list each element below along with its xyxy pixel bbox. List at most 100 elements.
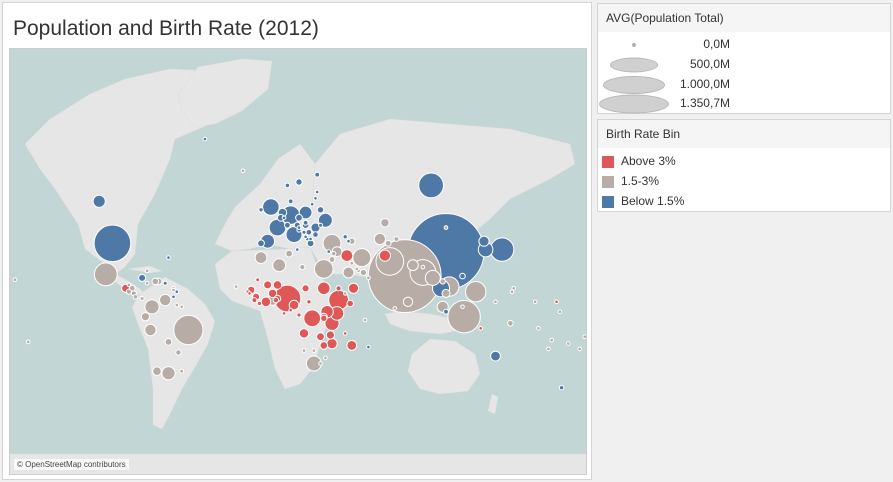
country-bubble[interactable]	[326, 337, 338, 350]
country-bubble[interactable]	[296, 312, 302, 318]
country-bubble[interactable]	[251, 297, 258, 304]
country-bubble[interactable]	[288, 307, 294, 313]
country-bubble[interactable]	[174, 302, 180, 308]
world-map[interactable]: © OpenStreetMap contributors	[9, 48, 587, 475]
country-bubble[interactable]	[299, 264, 306, 271]
country-bubble[interactable]	[493, 299, 498, 305]
country-bubble[interactable]	[317, 281, 331, 296]
country-bubble[interactable]	[465, 281, 487, 303]
country-bubble[interactable]	[316, 332, 325, 342]
country-bubble[interactable]	[171, 287, 176, 293]
country-bubble[interactable]	[554, 299, 559, 305]
country-bubble[interactable]	[179, 368, 185, 374]
country-bubble[interactable]	[354, 266, 360, 272]
country-bubble[interactable]	[298, 205, 313, 220]
country-bubble[interactable]	[366, 275, 371, 281]
country-bubble[interactable]	[459, 272, 466, 280]
country-bubble[interactable]	[319, 341, 329, 350]
country-bubble[interactable]	[536, 326, 541, 331]
country-bubble[interactable]	[549, 337, 555, 343]
country-bubble[interactable]	[443, 225, 449, 230]
country-bubble[interactable]	[366, 344, 371, 350]
country-bubble[interactable]	[257, 239, 265, 248]
country-bubble[interactable]	[301, 348, 307, 353]
country-bubble[interactable]	[418, 172, 445, 199]
country-bubble[interactable]	[285, 249, 294, 258]
country-bubble[interactable]	[12, 277, 18, 282]
country-bubble[interactable]	[558, 385, 565, 391]
country-bubble[interactable]	[144, 280, 150, 286]
country-bubble[interactable]	[309, 201, 315, 207]
country-bubble[interactable]	[295, 178, 303, 186]
country-bubble[interactable]	[284, 221, 291, 229]
country-bubble[interactable]	[93, 224, 132, 263]
country-bubble[interactable]	[268, 218, 287, 237]
country-bubble[interactable]	[301, 284, 310, 293]
country-bubble[interactable]	[335, 285, 342, 292]
country-bubble[interactable]	[303, 309, 322, 328]
country-bubble[interactable]	[313, 196, 318, 201]
country-bubble[interactable]	[384, 239, 392, 247]
country-bubble[interactable]	[272, 296, 280, 304]
country-bubble[interactable]	[349, 260, 355, 266]
country-bubble[interactable]	[138, 273, 147, 282]
country-bubble[interactable]	[296, 225, 302, 230]
country-bubble[interactable]	[443, 308, 449, 315]
country-bubble[interactable]	[132, 294, 139, 300]
country-bubble[interactable]	[312, 231, 319, 238]
country-bubble[interactable]	[447, 300, 481, 334]
country-bubble[interactable]	[441, 288, 451, 298]
country-bubble[interactable]	[362, 317, 368, 323]
country-bubble[interactable]	[340, 249, 354, 263]
country-bubble[interactable]	[314, 189, 320, 195]
country-bubble[interactable]	[532, 299, 538, 305]
country-bubble[interactable]	[318, 222, 323, 228]
country-bubble[interactable]	[342, 234, 348, 240]
country-bubble[interactable]	[342, 331, 348, 336]
country-bubble[interactable]	[557, 309, 563, 315]
country-bubble[interactable]	[460, 304, 465, 310]
country-bubble[interactable]	[126, 282, 132, 288]
country-bubble[interactable]	[325, 330, 335, 340]
country-bubble[interactable]	[161, 366, 176, 381]
country-bubble[interactable]	[507, 320, 514, 327]
country-bubble[interactable]	[284, 182, 291, 189]
country-bubble[interactable]	[202, 136, 208, 142]
country-bubble[interactable]	[314, 171, 321, 178]
country-bubble[interactable]	[328, 256, 336, 263]
country-bubble[interactable]	[375, 247, 405, 276]
country-bubble[interactable]	[342, 291, 348, 296]
country-bubble[interactable]	[281, 311, 287, 316]
country-bubble[interactable]	[347, 282, 360, 294]
country-bubble[interactable]	[509, 289, 515, 294]
country-bubble[interactable]	[151, 277, 160, 286]
country-bubble[interactable]	[272, 258, 287, 273]
country-bubble[interactable]	[352, 248, 372, 268]
country-bubble[interactable]	[439, 278, 446, 285]
country-bubble[interactable]	[346, 299, 355, 308]
country-bubble[interactable]	[378, 249, 391, 262]
country-bubble[interactable]	[306, 299, 312, 305]
country-bubble[interactable]	[93, 262, 118, 287]
country-bubble[interactable]	[260, 296, 272, 308]
country-bubble[interactable]	[179, 304, 184, 310]
country-bubble[interactable]	[308, 236, 313, 242]
country-bubble[interactable]	[256, 300, 262, 307]
country-bubble[interactable]	[302, 219, 309, 226]
country-bubble[interactable]	[298, 328, 310, 339]
country-bubble[interactable]	[295, 247, 300, 252]
country-bubble[interactable]	[171, 294, 176, 300]
country-bubble[interactable]	[255, 277, 261, 283]
country-bubble[interactable]	[144, 299, 160, 315]
country-bubble[interactable]	[305, 229, 313, 236]
country-bubble[interactable]	[247, 291, 252, 296]
country-bubble[interactable]	[311, 348, 317, 353]
country-bubble[interactable]	[301, 229, 307, 235]
country-bubble[interactable]	[166, 255, 171, 260]
country-bubble[interactable]	[258, 207, 264, 213]
country-bubble[interactable]	[144, 268, 150, 273]
country-bubble[interactable]	[175, 349, 182, 356]
country-bubble[interactable]	[25, 339, 31, 345]
country-bubble[interactable]	[140, 312, 150, 322]
country-bubble[interactable]	[489, 237, 515, 262]
